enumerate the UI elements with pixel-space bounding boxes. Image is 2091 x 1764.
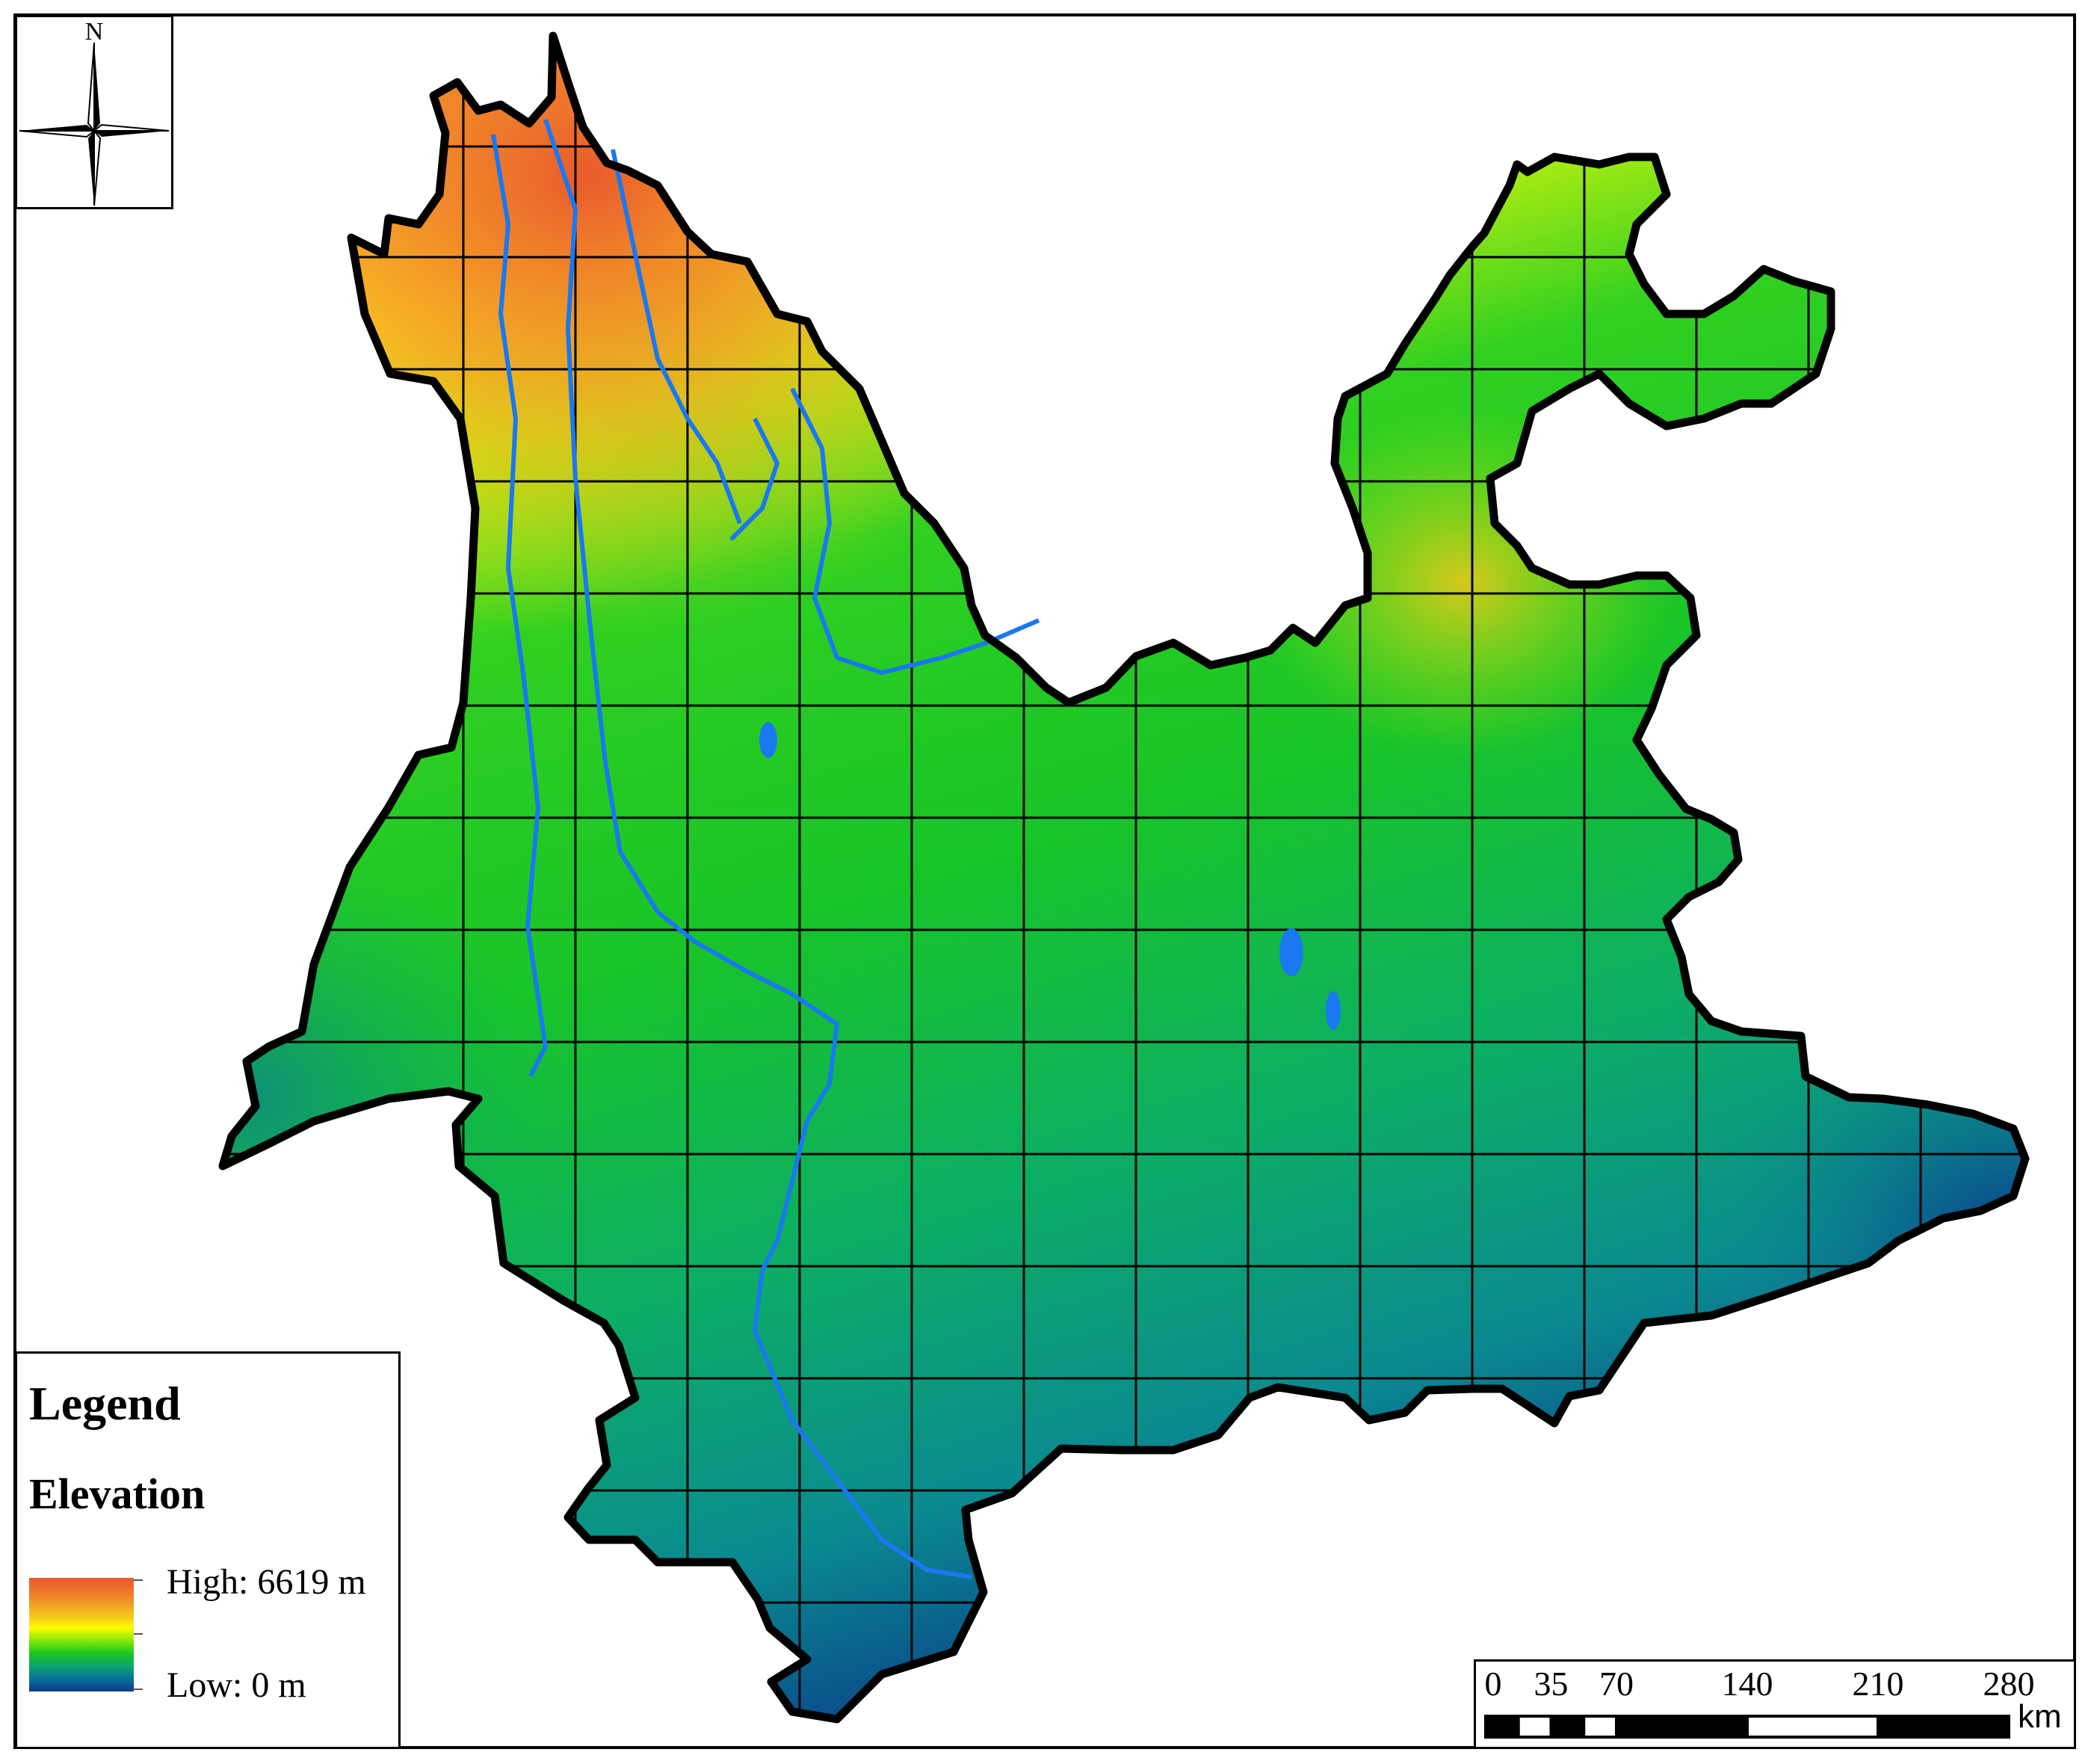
ramp-tick-top	[134, 1579, 143, 1581]
scale-tick-label: 210	[1852, 1665, 1904, 1703]
legend-title: Legend	[29, 1377, 181, 1430]
scale-tick-label: 35	[1533, 1665, 1569, 1703]
legend-high-label: High: 6619 m	[167, 1562, 366, 1602]
legend-panel: Legend Elevation High: 6619 m Low: 0 m	[15, 1351, 401, 1749]
rivers	[491, 119, 1040, 1579]
ramp-tick-bottom	[134, 1689, 143, 1690]
north-arrow-panel: N	[15, 15, 173, 209]
map-frame	[13, 13, 2076, 1749]
scale-tick-label: 0	[1484, 1665, 1502, 1703]
compass-rose-icon	[19, 42, 170, 206]
ramp-tick-mid	[134, 1633, 143, 1635]
scale-unit-label: km	[2018, 1698, 2062, 1735]
elevation-color-ramp	[29, 1578, 134, 1691]
legend-low-label: Low: 0 m	[167, 1665, 306, 1705]
lakes	[759, 722, 1341, 1030]
legend-subtitle: Elevation	[29, 1470, 206, 1518]
scale-tick-label: 280	[1983, 1665, 2035, 1703]
scale-tick-label: 70	[1599, 1665, 1634, 1703]
scale-tick-label: 140	[1721, 1665, 1773, 1703]
north-label: N	[84, 18, 104, 46]
